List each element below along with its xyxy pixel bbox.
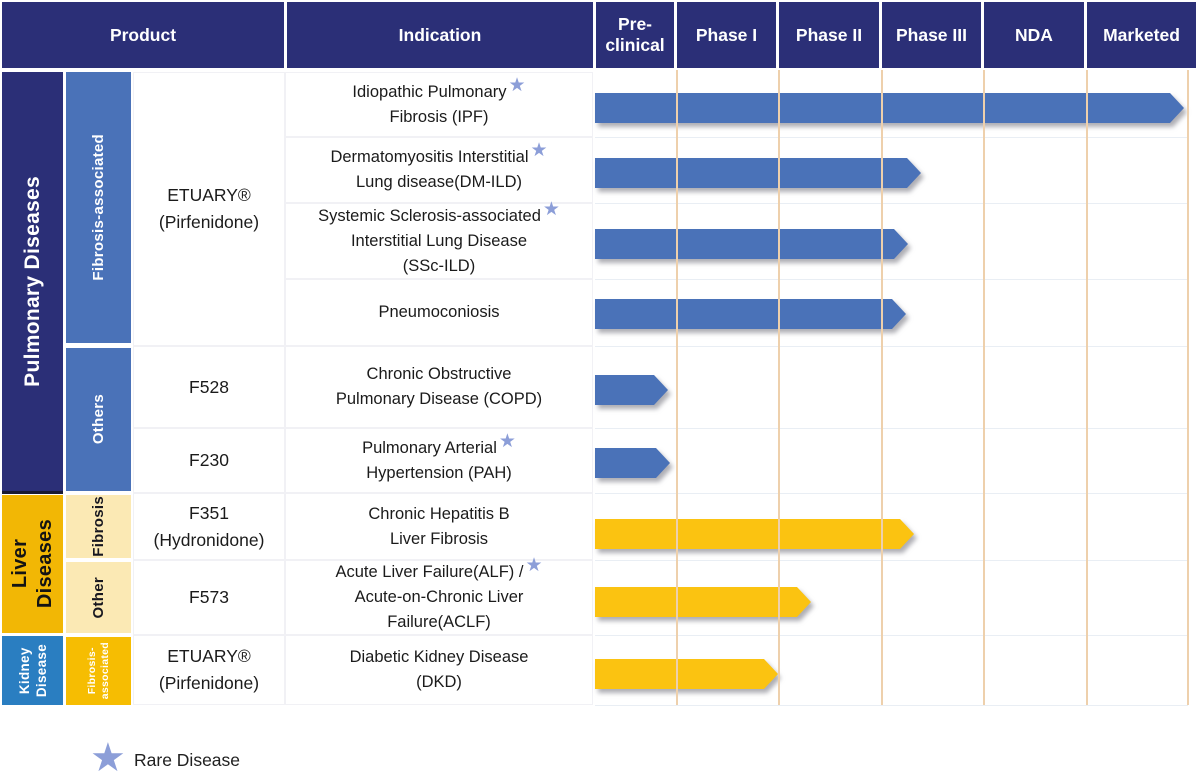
pipeline-arrow-pah xyxy=(595,448,670,478)
arrow-shape xyxy=(595,93,1184,123)
grid-row-line xyxy=(595,137,1188,138)
arrow-shape xyxy=(595,299,906,329)
indication-text: Idiopathic Pulmonary xyxy=(352,82,507,101)
product-f230: F230 xyxy=(133,428,285,493)
grid-row-line xyxy=(595,346,1188,347)
indication-text: Diabetic Kidney Disease xyxy=(349,648,529,666)
header-stage-preclinical: Pre- clinical xyxy=(596,2,674,68)
grid-row-line xyxy=(595,493,1188,494)
grid-row-line xyxy=(595,428,1188,429)
indication-text: Acute-on-Chronic Liver Failure(ACLF) xyxy=(354,588,524,631)
header-indication: Indication xyxy=(287,2,593,68)
indication-text: Lung disease(DM-ILD) xyxy=(356,173,522,191)
grid-stage-line xyxy=(983,70,985,705)
grid-stage-line xyxy=(778,70,780,705)
product-f528: F528 xyxy=(133,346,285,428)
indication-pah: Pulmonary Arterial ★ Hypertension (PAH) xyxy=(285,428,593,493)
product-f573: F573 xyxy=(133,560,285,635)
grid-stage-line xyxy=(1086,70,1088,705)
indication-text: Fibrosis (IPF) xyxy=(389,107,489,126)
category-pulmonary-diseases: Pulmonary Diseases xyxy=(2,72,63,491)
subcategory-label: Others xyxy=(90,394,107,445)
indication-text: Chronic Obstructive xyxy=(366,365,512,383)
header-stage-phase1: Phase I xyxy=(677,2,776,68)
pipeline-arrow-dm-ild xyxy=(595,158,921,188)
pipeline-arrow-pneumoconiosis xyxy=(595,299,906,329)
pipeline-arrow-hepatitis-b xyxy=(595,519,914,549)
subcategory-label: Fibrosis xyxy=(90,496,107,557)
grid-stage-line xyxy=(1187,70,1189,705)
indication-text: Liver Fibrosis xyxy=(389,529,489,548)
subcategory-fibrosis-associated-kidney: Fibrosis- associated xyxy=(66,637,131,705)
header-stage-nda: NDA xyxy=(984,2,1084,68)
pipeline-arrow-ssc-ild xyxy=(595,229,908,259)
indication-text: Chronic Hepatitis B xyxy=(368,504,510,523)
arrow-shape xyxy=(595,229,908,259)
subcategory-others: Others xyxy=(66,348,131,491)
subcategory-label: Fibrosis-associated xyxy=(90,134,107,281)
indication-dm-ild: Dermatomyositis Interstitial ★ Lung disea… xyxy=(285,137,593,203)
grid-stage-line xyxy=(676,70,678,705)
arrow-shape xyxy=(595,375,668,405)
indication-copd: Chronic Obstructive★ Pulmonary Disease (… xyxy=(285,346,593,428)
header-stage-marketed: Marketed xyxy=(1087,2,1196,68)
subcategory-label: Other xyxy=(90,576,107,619)
header-stage-phase2: Phase II xyxy=(779,2,879,68)
indication-alf-aclf: Acute Liver Failure(ALF) / ★ Acute-on-Chr… xyxy=(285,556,593,635)
arrow-shape xyxy=(595,659,778,689)
legend-rare-disease-star-icon: ★ xyxy=(90,736,126,776)
arrow-shape xyxy=(595,519,914,549)
indication-ssc-ild: Systemic Sclerosis-associated ★ Interstit… xyxy=(285,200,593,279)
grid-row-line xyxy=(595,705,1188,706)
product-etuary-kidney: ETUARY® (Pirfenidone) xyxy=(133,635,285,705)
indication-pneumoconiosis: Pneumoconiosis★ xyxy=(285,279,593,346)
arrow-shape xyxy=(595,448,670,478)
grid-row-line xyxy=(595,279,1188,280)
arrow-shape xyxy=(595,587,811,617)
subcategory-fibrosis-associated-pulmonary: Fibrosis-associated xyxy=(66,72,131,343)
indication-text: Pneumoconiosis xyxy=(378,303,500,321)
grid-stage-line xyxy=(881,70,883,705)
indication-text: Pulmonary Disease (COPD) xyxy=(335,390,543,408)
legend-rare-disease-label: Rare Disease xyxy=(134,750,241,770)
category-label: Kidney Disease xyxy=(16,643,49,698)
indication-text: Dermatomyositis Interstitial xyxy=(330,148,529,166)
pipeline-arrow-dkd xyxy=(595,659,778,689)
grid-row-line xyxy=(595,635,1188,636)
category-kidney-disease: Kidney Disease xyxy=(2,636,63,705)
indication-text: Interstitial Lung Disease (SSc-ILD) xyxy=(350,231,528,275)
category-label: Pulmonary Diseases xyxy=(20,176,44,387)
indication-ipf: Idiopathic Pulmonary ★ Fibrosis (IPF) xyxy=(285,72,593,137)
indication-hepatitis-b-fibrosis: Chronic Hepatitis B★ Liver Fibrosis xyxy=(285,493,593,560)
category-divider xyxy=(2,491,63,494)
arrow-shape xyxy=(595,158,921,188)
indication-text: Hypertension (PAH) xyxy=(366,463,512,482)
indication-text: (DKD) xyxy=(416,673,462,691)
pipeline-arrow-ipf xyxy=(595,93,1184,123)
header-stage-phase3: Phase III xyxy=(882,2,981,68)
header-product: Product xyxy=(2,2,284,68)
category-label: Liver Diseases xyxy=(8,519,56,609)
category-liver-diseases: Liver Diseases xyxy=(2,495,63,633)
product-f351: F351 (Hydronidone) xyxy=(133,493,285,560)
indication-text: Systemic Sclerosis-associated xyxy=(318,206,541,225)
product-etuary-pulmonary: ETUARY® (Pirfenidone) xyxy=(133,72,285,346)
pipeline-arrow-alf-aclf xyxy=(595,587,811,617)
pipeline-arrow-copd xyxy=(595,375,668,405)
indication-text: Acute Liver Failure(ALF) / xyxy=(335,563,524,581)
indication-dkd: Diabetic Kidney Disease★ (DKD) xyxy=(285,635,593,705)
indication-text: Pulmonary Arterial xyxy=(362,438,497,457)
grid-row-line xyxy=(595,203,1188,204)
subcategory-label: Fibrosis- associated xyxy=(85,642,111,700)
subcategory-fibrosis: Fibrosis xyxy=(66,495,131,558)
subcategory-other: Other xyxy=(66,562,131,633)
grid-row-line xyxy=(595,560,1188,561)
